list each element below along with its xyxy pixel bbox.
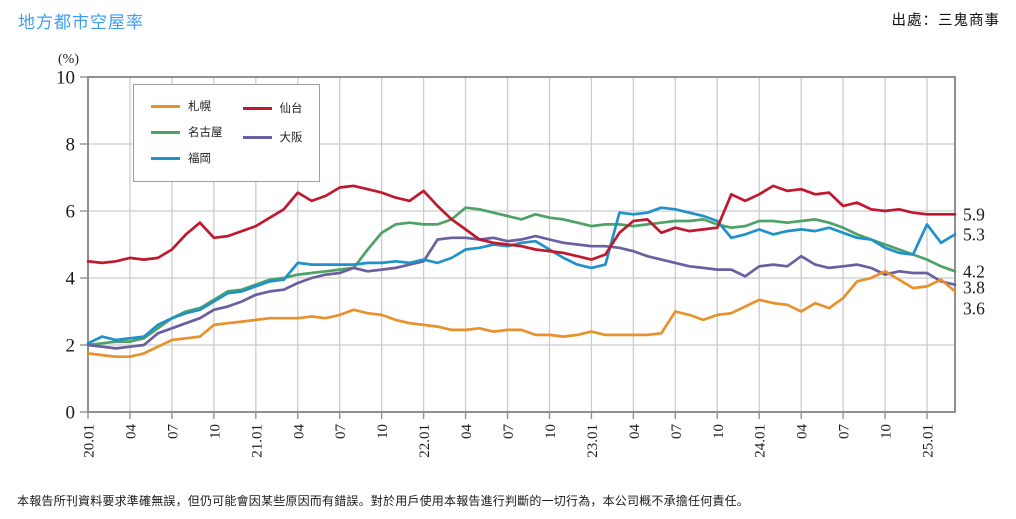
series-line-名古屋	[86, 206, 957, 347]
x-tick-label: 10	[207, 424, 223, 439]
x-tick-label: 10	[879, 424, 895, 439]
y-tick-label: 0	[66, 403, 76, 424]
series-line-仙台	[86, 184, 957, 265]
legend-column: 札幌 名古屋 福岡	[151, 98, 223, 166]
x-tick-label: 10	[711, 424, 727, 439]
y-tick-label: 2	[66, 336, 76, 357]
x-tick-label: 21.01	[249, 424, 265, 458]
end-value-label-福岡: 5.3	[963, 224, 985, 244]
legend-label: 大阪	[279, 132, 303, 144]
legend-label: 仙台	[279, 103, 303, 115]
legend-swatch-大阪	[242, 135, 272, 139]
x-tick-label: 07	[165, 424, 181, 440]
series-line-札幌	[86, 269, 957, 359]
x-tick-label: 04	[795, 424, 811, 440]
x-tick-label: 25.01	[921, 424, 937, 458]
x-tick-label: 04	[627, 424, 643, 440]
legend-swatch-福岡	[151, 156, 180, 160]
x-tick-label: 07	[837, 424, 853, 440]
legend-item-仙台: 仙台	[242, 100, 303, 116]
legend-label: 札幌	[188, 101, 211, 113]
legend-swatch-札幌	[151, 104, 180, 108]
end-value-label-名古屋: 4.2	[963, 261, 985, 281]
y-tick-label: 8	[66, 135, 76, 156]
plot-border	[87, 76, 956, 413]
y-tick-label: 10	[56, 68, 75, 89]
legend-item-福岡: 福岡	[151, 150, 223, 166]
y-tick-label: 6	[66, 202, 76, 223]
x-tick-label: 07	[333, 424, 349, 440]
y-axis-unit-label: (%)	[58, 52, 79, 67]
legend-label: 福岡	[188, 153, 211, 165]
end-value-label-仙台: 5.9	[963, 204, 985, 224]
legend-swatch-名古屋	[151, 130, 180, 134]
series-line-大阪	[86, 234, 957, 350]
x-tick-label: 24.01	[753, 424, 769, 458]
x-tick-label: 10	[375, 424, 391, 439]
legend-item-名古屋: 名古屋	[151, 124, 223, 140]
legend-item-大阪: 大阪	[242, 129, 303, 145]
series-line-福岡	[86, 206, 957, 345]
source-credit: 出處：三鬼商事	[891, 13, 1000, 29]
page-title: 地方都市空屋率	[18, 13, 144, 32]
legend-item-札幌: 札幌	[151, 98, 223, 114]
x-tick-label: 07	[501, 424, 517, 440]
disclaimer-text: 本報告所刊資料要求準確無誤，但仍可能會因某些原因而有錯誤。對於用戶使用本報告進行…	[17, 494, 750, 508]
x-tick-label: 10	[543, 424, 559, 439]
chart-legend: 札幌 名古屋 福岡 仙台 大阪	[133, 84, 320, 182]
x-tick-label: 04	[291, 424, 307, 440]
end-value-label-大阪: 3.8	[963, 278, 985, 298]
legend-column: 仙台 大阪	[242, 98, 303, 166]
x-tick-label: 04	[123, 424, 139, 440]
x-tick-label: 04	[459, 424, 475, 440]
legend-label: 名古屋	[188, 127, 223, 139]
x-tick-label: 07	[669, 424, 685, 440]
x-tick-label: 23.01	[585, 424, 601, 458]
legend-swatch-仙台	[242, 106, 272, 110]
x-tick-label: 22.01	[417, 424, 433, 458]
y-tick-label: 4	[66, 269, 76, 290]
x-tick-label: 20.01	[82, 424, 98, 458]
end-value-label-札幌: 3.6	[963, 298, 985, 318]
